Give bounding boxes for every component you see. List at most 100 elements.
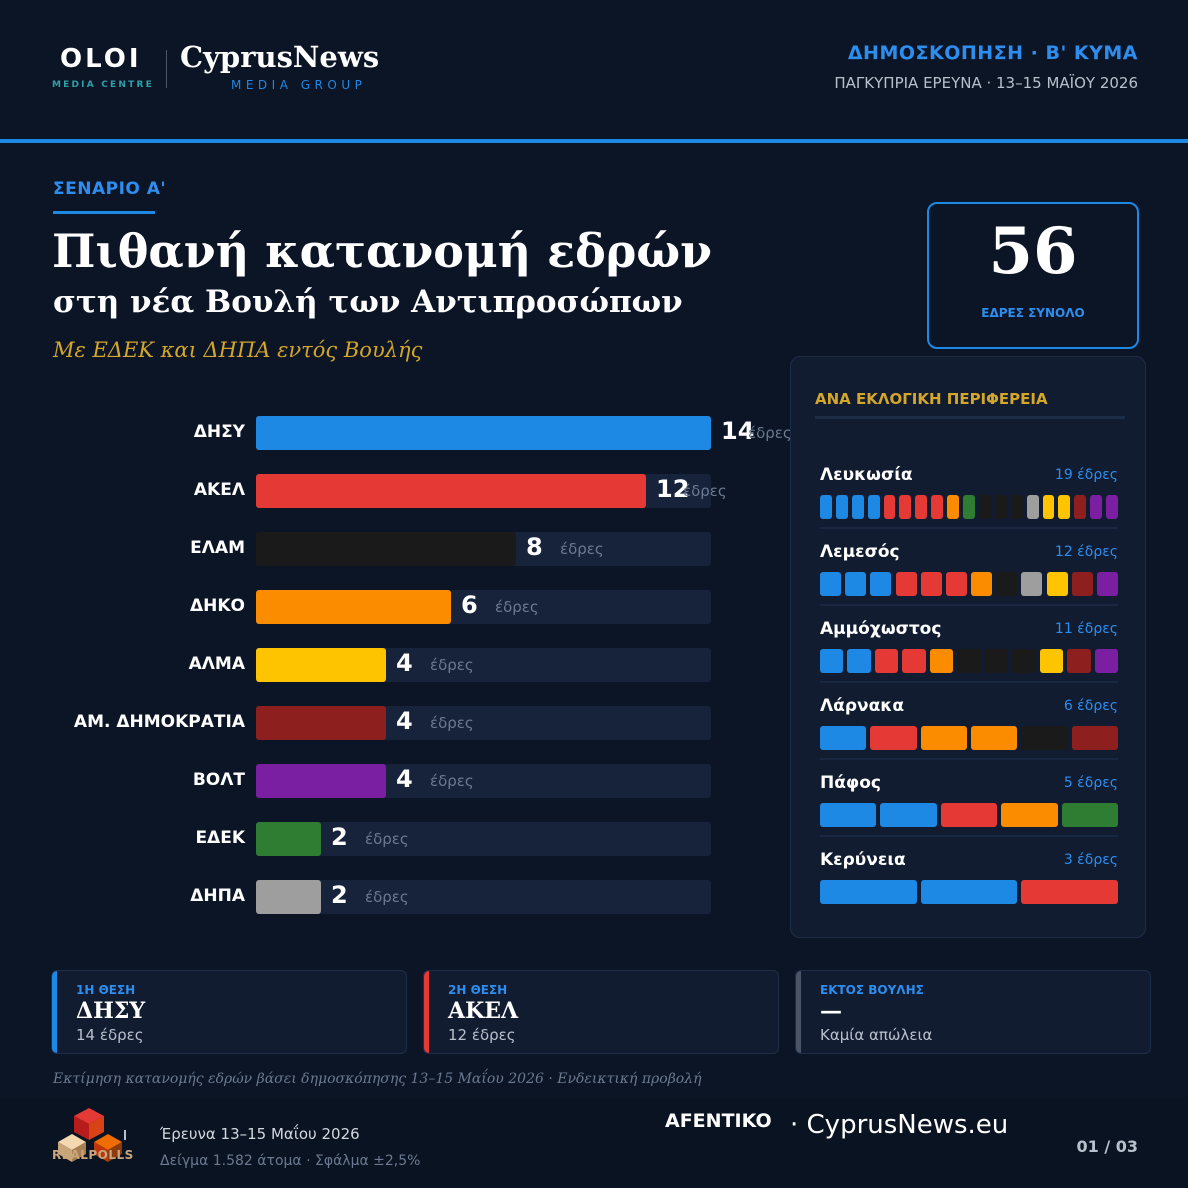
card-value: — [820,998,842,1024]
bar-value: 2 [331,823,348,851]
bar-7 [256,822,321,856]
footer: REALPOLLS [0,1098,1188,1188]
bar-label: ΒΟΛΤ [192,770,245,790]
bar-unit: έδρες [430,714,474,732]
bar-value: 12 [656,475,690,503]
seat-block [1096,572,1118,596]
seat-block [902,649,926,673]
seat-block [835,495,848,519]
seat-block [820,649,844,673]
footer-survey-date: Έρευνα 13–15 Μαΐου 2026 [160,1125,360,1143]
oloi-logo: OLOI [60,44,142,74]
cyprusnews-logo-sub: MEDIA GROUP [231,78,367,92]
seat-block [820,803,877,827]
seat-block [978,495,991,519]
seat-block [1067,649,1091,673]
total-seats-value: 56 [988,214,1078,289]
seat-block [931,495,944,519]
region-divider [820,758,1118,760]
realpolls-logo-icon [58,1108,122,1162]
seat-block [920,572,942,596]
oloi-logo-sub: MEDIA CENTRE [52,80,154,90]
seat-block [899,495,912,519]
seat-block [820,726,867,750]
bar-1 [256,474,646,508]
seat-block [920,880,1018,904]
region-5: Κερύνεια 3 έδρες [820,850,1118,910]
bar-label: ΕΛΑΜ [190,538,245,558]
summary-card: 1Η ΘΕΣΗ ΔΗΣΥ 14 έδρες [51,970,407,1054]
seat-block [1021,572,1043,596]
seat-block [963,495,975,519]
card-key: ΕΚΤΟΣ ΒΟΥΛΗΣ [820,983,924,997]
summary-card: 2Η ΘΕΣΗ ΑΚΕΛ 12 έδρες [423,970,779,1054]
seat-block [945,572,967,596]
seat-block [845,572,867,596]
region-name: Πάφος [820,773,881,793]
bar-label: ΑΚΕΛ [193,480,245,500]
seat-block [920,726,967,750]
seat-block [851,495,864,519]
card-accent [424,971,429,1053]
seat-block [947,495,960,519]
seat-block [870,572,892,596]
seat-block [1001,803,1058,827]
region-3: Λάρνακα 6 έδρες [820,696,1118,760]
bar-value: 14 [721,417,755,445]
seat-block [1039,649,1064,673]
bar-track [256,880,711,914]
bar-2 [256,532,516,566]
logo-divider [166,50,167,88]
seat-block [994,495,1007,519]
seat-block [1026,495,1039,519]
header-subtitle: ΠΑΓΚΥΠΡΙΑ ΕΡΕΥΝΑ · 13–15 ΜΑΪΟΥ 2026 [834,74,1138,92]
region-divider [820,604,1118,606]
region-seat-count: 5 έδρες [1063,775,1118,791]
bar-label: ΔΗΠΑ [190,886,245,906]
bar-unit: έδρες [683,482,727,500]
seat-block [1090,495,1103,519]
region-panel: ΑΝΑ ΕΚΛΟΓΙΚΗ ΠΕΡΙΦΕΡΕΙΑ Λευκωσία 19 έδρες… [790,356,1146,938]
seat-block [1106,495,1118,519]
card-key: 1Η ΘΕΣΗ [76,983,136,997]
region-name: Αμμόχωστος [820,619,942,639]
seat-block [847,649,871,673]
seat-block [1061,803,1118,827]
cyprusnews-footer-logo: · CyprusNews.eu [790,1110,1009,1140]
card-value: ΑΚΕΛ [448,998,519,1024]
seats-bar-chart: ΔΗΣΥ 14 έδρες ΑΚΕΛ 12 έδρες ΕΛΑΜ 8 έδρες ΔΗΚΟ 6 έδρ… [0,400,792,940]
region-seat-count: 3 έδρες [1063,852,1118,868]
seat-block [971,726,1018,750]
seat-block [915,495,928,519]
region-name: Κερύνεια [820,850,906,870]
card-sub: 14 έδρες [76,1026,144,1044]
seat-block [1042,495,1055,519]
region-seat-count: 11 έδρες [1054,621,1118,637]
seat-block [820,880,917,904]
seat-block [957,649,981,673]
seat-block [895,572,917,596]
region-divider [820,835,1118,837]
footer-sample: Δείγμα 1.582 άτομα · Σφάλμα ±2,5% [160,1153,421,1169]
page-tagline: Με ΕΔΕΚ και ΔΗΠΑ εντός Βουλής [53,338,423,362]
footnote: Εκτίμηση κατανομής εδρών βάσει δημοσκόπη… [53,1071,702,1087]
seat-block [996,572,1018,596]
seat-block [971,572,993,596]
region-divider [820,527,1118,529]
bar-unit: έδρες [365,888,409,906]
bar-unit: έδρες [430,772,474,790]
seat-block [1046,572,1068,596]
cyprusnews-logo: CyprusNews [180,40,380,74]
header-divider [0,139,1188,143]
seat-block [874,649,899,673]
summary-card: ΕΚΤΟΣ ΒΟΥΛΗΣ — Καμία απώλεια [795,970,1151,1054]
bar-label: ΑΛΜΑ [188,654,245,674]
afentiko-logo: AFENTIKO [665,1110,772,1132]
region-0: Λευκωσία 19 έδρες [820,465,1118,529]
seat-block [1010,495,1023,519]
bar-5 [256,706,386,740]
region-4: Πάφος 5 έδρες [820,773,1118,837]
region-name: Λεμεσός [820,542,900,562]
total-seats-box: 56 ΕΔΡΕΣ ΣΥΝΟΛΟ [927,202,1139,349]
total-seats-label: ΕΔΡΕΣ ΣΥΝΟΛΟ [981,306,1085,320]
